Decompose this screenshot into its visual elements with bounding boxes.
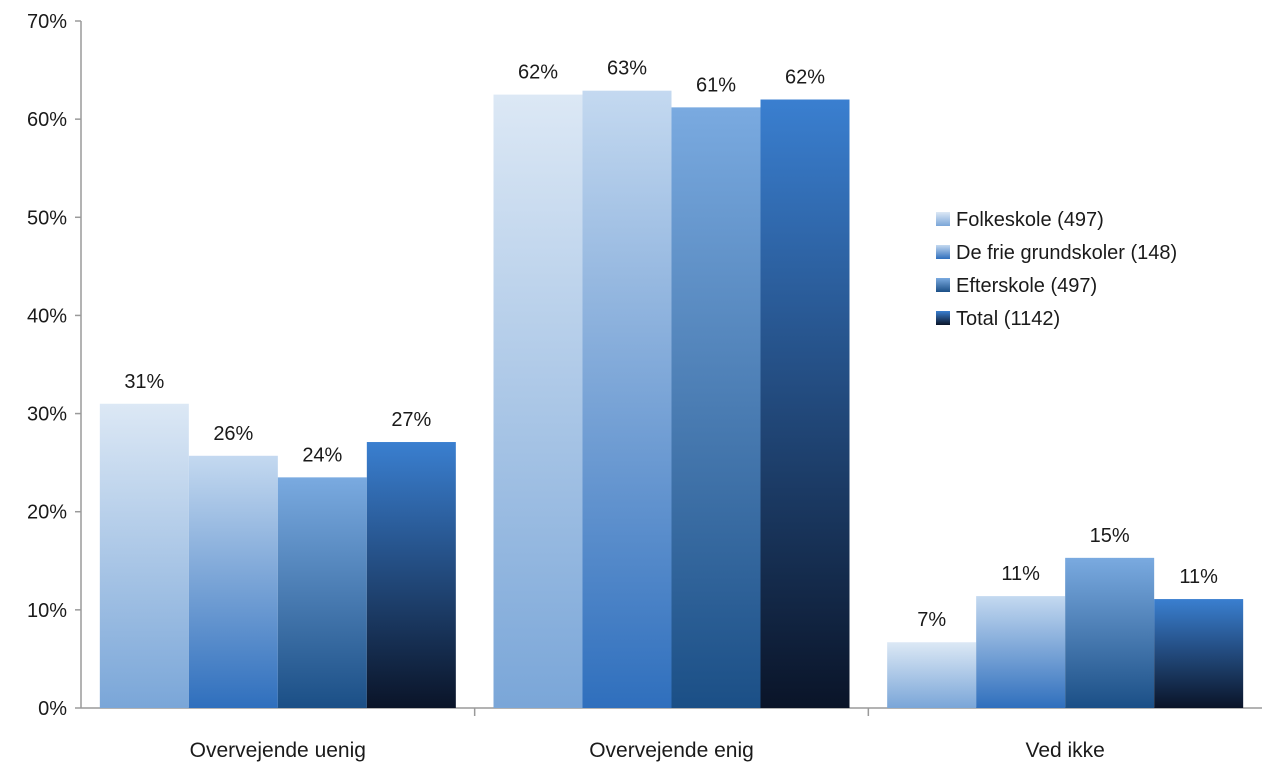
- legend: Folkeskole (497) De frie grundskoler (148…: [936, 209, 1177, 330]
- bar: [671, 107, 761, 708]
- bar: [976, 596, 1066, 708]
- data-label: 27%: [391, 409, 431, 431]
- data-label: 63%: [607, 58, 647, 80]
- data-label: 11%: [1179, 566, 1218, 588]
- bar: [493, 94, 583, 709]
- x-axis: Overvejende uenig Overvejende enig Ved ikk…: [81, 707, 1262, 762]
- legend-item: Total (1142): [936, 308, 1060, 330]
- y-axis: 0% 10% 20% 30% 40% 50% 60% 70%: [27, 11, 82, 720]
- legend-label: De frie grundskoler (148): [956, 242, 1177, 264]
- bar: [760, 99, 850, 708]
- y-tick-label: 40%: [27, 305, 67, 327]
- data-label: 62%: [518, 62, 558, 84]
- legend-swatch: [936, 245, 950, 259]
- data-label: 15%: [1090, 525, 1130, 547]
- legend-swatch: [936, 212, 950, 226]
- legend-item: Efterskole (497): [936, 275, 1097, 297]
- data-label: 11%: [1001, 563, 1040, 585]
- data-label: 31%: [124, 371, 164, 393]
- legend-label: Folkeskole (497): [956, 209, 1104, 231]
- bars: [99, 90, 1244, 709]
- y-tick-label: 60%: [27, 109, 67, 131]
- data-label: 26%: [213, 423, 253, 445]
- x-category-label: Ved ikke: [1025, 739, 1104, 762]
- data-label: 24%: [302, 444, 342, 466]
- legend-swatch: [936, 311, 950, 325]
- y-tick-label: 10%: [27, 600, 67, 622]
- bar: [188, 455, 278, 708]
- data-label: 7%: [917, 609, 946, 631]
- x-category-label: Overvejende uenig: [190, 739, 366, 762]
- legend-label: Efterskole (497): [956, 275, 1097, 297]
- bar: [277, 477, 367, 708]
- legend-swatch: [936, 278, 950, 292]
- legend-item: Folkeskole (497): [936, 209, 1104, 231]
- bar: [99, 403, 189, 708]
- x-category-label: Overvejende enig: [589, 739, 754, 762]
- legend-item: De frie grundskoler (148): [936, 242, 1177, 264]
- y-tick-label: 0%: [38, 698, 67, 720]
- data-labels: 31% 26% 24% 27% 62% 63% 61% 62% 7% 11% 15% 11%: [124, 58, 1218, 632]
- bar: [366, 442, 456, 708]
- bar: [1154, 599, 1244, 708]
- bar: [1065, 557, 1155, 708]
- bar: [582, 90, 672, 709]
- y-tick-label: 30%: [27, 404, 67, 426]
- bar: [887, 642, 977, 708]
- y-tick-label: 70%: [27, 11, 67, 33]
- data-label: 62%: [785, 67, 825, 89]
- y-tick-label: 50%: [27, 207, 67, 229]
- y-tick-label: 20%: [27, 502, 67, 524]
- legend-label: Total (1142): [956, 308, 1060, 330]
- data-label: 61%: [696, 74, 736, 96]
